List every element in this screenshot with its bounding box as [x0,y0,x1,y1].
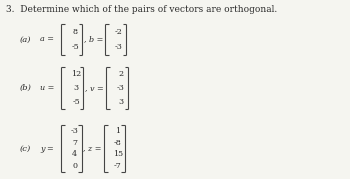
Text: 1: 1 [115,127,120,135]
Text: -3: -3 [71,127,79,135]
Text: 4: 4 [72,150,77,158]
Text: 15: 15 [113,150,123,158]
Text: -2: -2 [115,28,123,36]
Text: 8: 8 [73,28,78,36]
Text: , v =: , v = [85,84,104,92]
Text: a =: a = [40,35,54,43]
Text: -8: -8 [114,139,122,147]
Text: , b =: , b = [84,35,103,43]
Text: (c): (c) [19,145,30,153]
Text: , z =: , z = [83,145,102,153]
Text: u =: u = [40,84,55,92]
Text: 3.  Determine which of the pairs of vectors are orthogonal.: 3. Determine which of the pairs of vecto… [6,5,278,14]
Text: y =: y = [40,145,54,153]
Text: 0: 0 [72,162,77,170]
Text: 3: 3 [74,84,79,92]
Text: -3: -3 [115,43,123,51]
Text: 12: 12 [71,70,81,78]
Text: 2: 2 [118,70,124,78]
Text: 3: 3 [118,98,124,106]
Text: -5: -5 [72,98,80,106]
Text: -5: -5 [71,43,79,51]
Text: (a): (a) [19,35,31,43]
Text: -3: -3 [117,84,125,92]
Text: (b): (b) [19,84,31,92]
Text: 7: 7 [72,139,77,147]
Text: -7: -7 [114,162,122,170]
